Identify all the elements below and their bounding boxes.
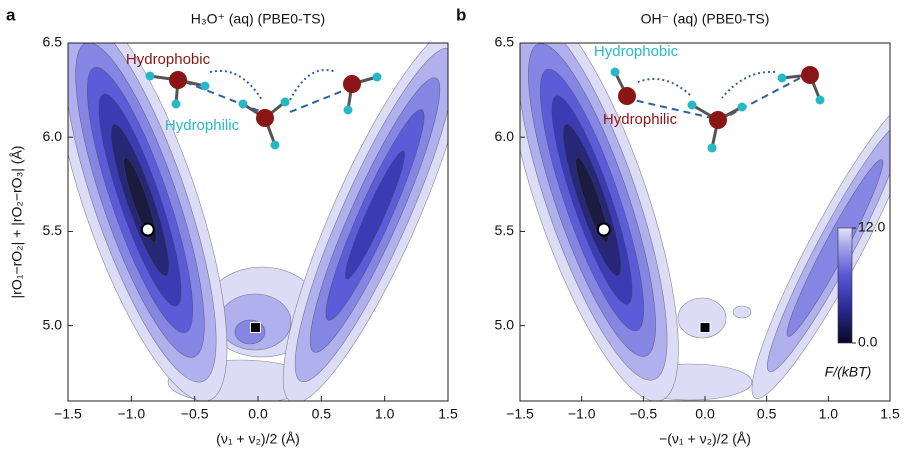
contour-field	[68, 43, 448, 401]
annotation: Hydrophilic	[165, 117, 240, 134]
contour	[677, 297, 727, 339]
y-tick-label: 6.0	[43, 128, 63, 144]
contour-arm	[751, 97, 890, 399]
x-tick-label: 0.0	[248, 406, 268, 422]
y-tick-label: 5.0	[43, 316, 63, 332]
contour-field	[520, 43, 890, 401]
y-tick-label: 5.5	[43, 222, 63, 238]
colorbar	[837, 227, 853, 344]
point	[596, 222, 611, 237]
x-tick-label: −1.0	[118, 406, 146, 422]
panel-label: b	[456, 5, 466, 24]
y-tick-label: 6.5	[495, 34, 515, 50]
colorbar-tick-label: 0.0	[858, 334, 878, 350]
annotation: Hydrophobic	[594, 43, 679, 60]
x-tick-label: 0.5	[757, 406, 777, 422]
y-tick-label: 6.0	[495, 128, 515, 144]
y-tick-label: 5.0	[495, 316, 515, 332]
x-tick-label: −1.5	[506, 406, 534, 422]
y-axis-label: |rO₁−rO₂| + |rO₂−rO₃| (Å)	[9, 146, 25, 299]
chart-title: H₃O⁺ (aq) (PBE0-TS)	[191, 11, 325, 27]
point	[249, 322, 261, 334]
colorbar-label: F/(kBT)	[825, 364, 872, 380]
x-tick-label: −0.5	[630, 406, 658, 422]
contour-arm	[282, 43, 448, 401]
contour-arm	[68, 43, 228, 401]
panel-label: a	[6, 5, 16, 24]
contour	[732, 305, 752, 319]
x-tick-label: −1.5	[54, 406, 82, 422]
x-tick-label: 1.0	[819, 406, 839, 422]
colorbar-tick-label: 12.0	[858, 219, 885, 235]
molecule-sketch	[184, 68, 801, 119]
annotation: Hydrophilic	[603, 111, 678, 128]
x-tick-label: −1.0	[568, 406, 596, 422]
x-axis-label: −(ν₁ + ν₂)/2 (Å)	[659, 431, 751, 447]
y-tick-label: 6.5	[43, 34, 63, 50]
point	[140, 222, 155, 237]
annotation: Hydrophobic	[126, 51, 211, 68]
molecule-atoms	[145, 66, 825, 153]
chart-title: OH⁻ (aq) (PBE0-TS)	[641, 11, 770, 27]
x-tick-label: 1.5	[438, 406, 458, 422]
x-tick-label: 0.0	[695, 406, 715, 422]
x-tick-label: 1.0	[375, 406, 395, 422]
y-tick-label: 5.5	[495, 222, 515, 238]
point	[699, 322, 711, 334]
x-axis-label: (ν₁ + ν₂)/2 (Å)	[216, 431, 300, 447]
x-tick-label: 1.5	[880, 406, 900, 422]
x-tick-label: −0.5	[181, 406, 209, 422]
contour-arm	[520, 43, 679, 401]
x-tick-label: 0.5	[312, 406, 332, 422]
